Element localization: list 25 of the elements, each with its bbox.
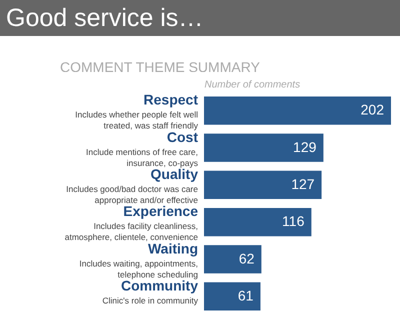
text: Clinic's role in community	[102, 295, 199, 306]
data-label: 61	[238, 287, 254, 304]
bar	[204, 282, 260, 311]
data-label: 202	[360, 102, 384, 118]
text: Includes whether people felt well treated, was staff friendly	[75, 110, 199, 131]
y-tick-label: Respect	[144, 92, 198, 108]
text: Includes facility cleanliness, atmosphere, clientele, convenience	[64, 221, 198, 242]
y-tick-label: Cost	[166, 128, 198, 145]
bar	[204, 245, 262, 274]
text: Includes good/bad doctor was care appropriate and/or effective	[66, 184, 198, 205]
data-label: 62	[238, 250, 255, 266]
data-label: 129	[293, 138, 317, 155]
bar	[204, 134, 324, 162]
text: Includes waiting, appointments, telephone scheduling	[79, 258, 198, 280]
data-label: 127	[291, 176, 315, 192]
bar	[204, 96, 391, 125]
chart-title: Good service is…	[0, 0, 400, 36]
data-label: 116	[282, 213, 305, 230]
text: Include mentions of free care, insurance, co-pays	[86, 146, 198, 168]
y-tick-label: Experience	[123, 203, 198, 220]
bar	[204, 170, 322, 200]
y-tick-label: Waiting	[148, 240, 198, 256]
bar	[204, 208, 312, 236]
chart-subtitle: COMMENT THEME SUMMARY	[60, 59, 260, 75]
x-axis-title: Number of comments	[204, 80, 300, 90]
